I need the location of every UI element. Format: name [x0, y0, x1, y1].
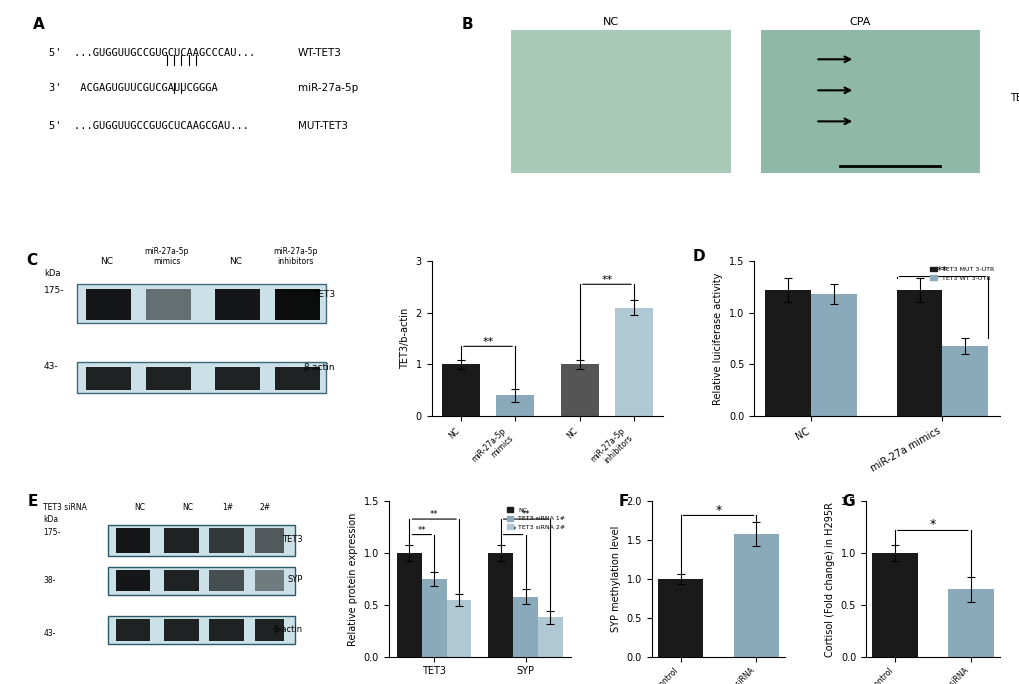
FancyBboxPatch shape	[146, 289, 191, 320]
Text: TET3: TET3	[282, 535, 303, 544]
FancyBboxPatch shape	[255, 528, 283, 553]
FancyBboxPatch shape	[115, 570, 150, 592]
FancyBboxPatch shape	[76, 285, 325, 323]
Text: E: E	[28, 494, 38, 509]
FancyBboxPatch shape	[108, 566, 294, 594]
Text: C: C	[25, 253, 37, 268]
Bar	[560, 365, 598, 416]
Y-axis label: Cortisol (Fold change) in H295R: Cortisol (Fold change) in H295R	[824, 501, 835, 657]
Text: 175-: 175-	[44, 286, 64, 295]
Text: 5'  ...GUGGUUGCCGUGCUCAAGCCCAU...: 5' ...GUGGUUGCCGUGCUCAAGCCCAU...	[49, 49, 255, 58]
Text: **: **	[508, 525, 517, 534]
FancyBboxPatch shape	[209, 620, 244, 641]
Text: 5'  ...GUGGUUGCCGUGCUCAAGCGAU...: 5' ...GUGGUUGCCGUGCUCAAGCGAU...	[49, 121, 249, 131]
Bar	[896, 290, 942, 416]
Text: miR-27a-5p
mimics: miR-27a-5p mimics	[145, 247, 189, 266]
FancyBboxPatch shape	[115, 620, 150, 641]
Y-axis label: SYP methylation level: SYP methylation level	[610, 526, 621, 632]
Text: β-actin: β-actin	[273, 624, 303, 634]
Text: B: B	[462, 17, 473, 32]
Text: 38-: 38-	[44, 576, 56, 585]
Text: NC: NC	[135, 503, 146, 512]
Text: MUT-TET3: MUT-TET3	[298, 121, 347, 131]
Text: CPA: CPA	[849, 17, 870, 27]
Bar	[422, 579, 446, 657]
Text: 3'   ACGAGUGUUCGUCGAUUCGGGA: 3' ACGAGUGUUCGUCGAUUCGGGA	[49, 83, 218, 92]
Text: 2#: 2#	[260, 503, 271, 512]
FancyBboxPatch shape	[209, 528, 244, 553]
FancyBboxPatch shape	[274, 289, 320, 320]
FancyBboxPatch shape	[209, 570, 244, 592]
Y-axis label: TET3/b-actin: TET3/b-actin	[399, 308, 410, 369]
FancyBboxPatch shape	[274, 367, 320, 390]
FancyBboxPatch shape	[164, 528, 199, 553]
FancyBboxPatch shape	[108, 525, 294, 556]
Text: F: F	[618, 494, 628, 509]
Bar	[810, 294, 856, 416]
Y-axis label: Relative luiciferase activity: Relative luiciferase activity	[712, 272, 722, 405]
FancyBboxPatch shape	[215, 367, 260, 390]
Bar	[733, 534, 779, 657]
Text: TET3 siRNA: TET3 siRNA	[44, 503, 88, 512]
Text: miR-27a-5p: miR-27a-5p	[298, 83, 358, 92]
Text: NC: NC	[602, 17, 619, 27]
Bar	[947, 590, 993, 657]
FancyBboxPatch shape	[115, 528, 150, 553]
Text: WT-TET3: WT-TET3	[298, 49, 341, 58]
Text: **: **	[430, 510, 438, 519]
FancyBboxPatch shape	[255, 620, 283, 641]
Text: A: A	[33, 17, 44, 32]
Text: kDa: kDa	[44, 516, 58, 525]
FancyBboxPatch shape	[86, 367, 130, 390]
Bar	[441, 365, 480, 416]
Text: TET3: TET3	[313, 290, 334, 299]
FancyBboxPatch shape	[164, 620, 199, 641]
Text: **: **	[521, 510, 529, 519]
Text: TET3: TET3	[1009, 93, 1019, 103]
Y-axis label: Relative protein expression: Relative protein expression	[347, 512, 358, 646]
Legend: NC, TET3 siRNA 1#, TET3 siRNA 2#: NC, TET3 siRNA 1#, TET3 siRNA 2#	[504, 505, 568, 533]
Bar	[537, 618, 562, 657]
Text: NC: NC	[100, 257, 113, 266]
FancyBboxPatch shape	[86, 289, 130, 320]
Text: NC: NC	[182, 503, 194, 512]
Text: 43-: 43-	[44, 362, 58, 371]
Text: D: D	[692, 248, 705, 263]
Bar	[488, 553, 513, 657]
Bar	[942, 346, 987, 416]
Bar	[871, 553, 917, 657]
Text: *: *	[928, 518, 935, 531]
FancyBboxPatch shape	[76, 362, 325, 393]
Text: NC: NC	[229, 257, 243, 266]
Text: β-actin: β-actin	[303, 363, 334, 371]
Text: 175-: 175-	[44, 528, 61, 537]
Text: *: *	[714, 504, 720, 517]
Text: miR-27a-5p
inhibitors: miR-27a-5p inhibitors	[273, 247, 318, 266]
FancyBboxPatch shape	[760, 30, 978, 172]
FancyBboxPatch shape	[164, 570, 199, 592]
Text: G: G	[841, 494, 854, 509]
FancyBboxPatch shape	[215, 289, 260, 320]
Text: **: **	[482, 337, 493, 347]
Bar	[614, 308, 652, 416]
Bar	[764, 290, 810, 416]
Text: **: **	[417, 525, 426, 534]
FancyBboxPatch shape	[255, 570, 283, 592]
FancyBboxPatch shape	[108, 616, 294, 644]
Text: 1#: 1#	[222, 503, 233, 512]
Legend: TET3 MUT 3-UTR, TET3 WT 3-UTR: TET3 MUT 3-UTR, TET3 WT 3-UTR	[927, 264, 996, 283]
Bar	[396, 553, 422, 657]
Bar	[657, 579, 702, 657]
Bar	[495, 395, 533, 416]
FancyBboxPatch shape	[146, 367, 191, 390]
Text: kDa: kDa	[44, 269, 60, 278]
Text: SYP: SYP	[287, 575, 303, 584]
Bar	[513, 596, 537, 657]
Text: **: **	[935, 267, 948, 276]
Bar	[446, 600, 471, 657]
FancyBboxPatch shape	[511, 30, 730, 172]
Text: 43-: 43-	[44, 629, 56, 637]
Text: **: **	[601, 275, 612, 285]
